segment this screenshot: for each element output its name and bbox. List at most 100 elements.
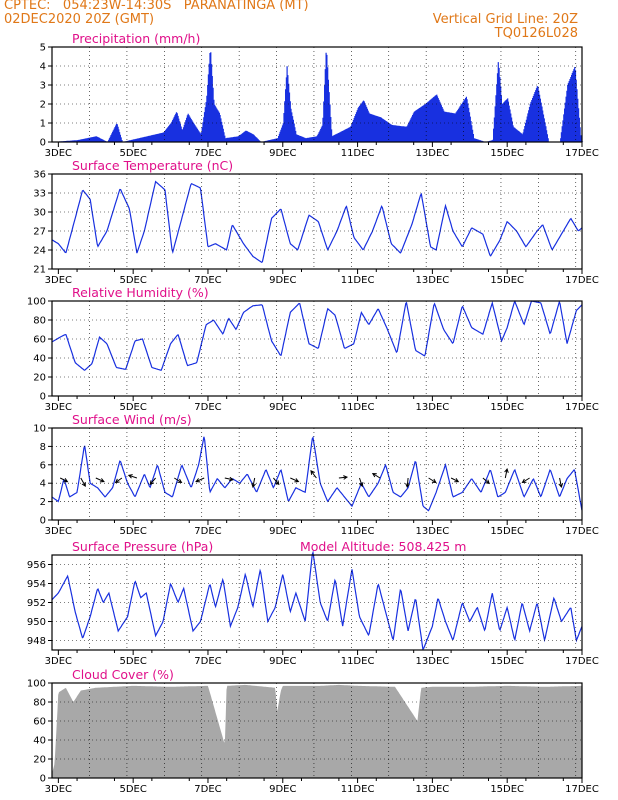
y-tick-label: 40	[33, 354, 46, 365]
y-tick-label: 27	[33, 227, 46, 238]
wind-vector	[290, 477, 300, 483]
panel-title: Precipitation (mm/h)	[72, 31, 200, 46]
y-tick-label: 950	[27, 617, 46, 628]
wind-line	[51, 435, 583, 512]
y-tick-label: 0	[40, 516, 46, 527]
y-tick-label: 36	[33, 170, 46, 181]
wind-vector	[59, 477, 69, 483]
wind-vector	[224, 476, 234, 482]
header-line2: 02DEC2020 20Z (GMT)	[4, 12, 155, 27]
x-tick-label: 9DEC	[269, 402, 296, 413]
y-tick-label: 20	[33, 373, 46, 384]
y-tick-label: 6	[40, 460, 46, 471]
x-tick-label: 9DEC	[269, 148, 296, 159]
x-tick-label: 11DEC	[341, 656, 375, 667]
x-tick-label: 15DEC	[490, 275, 524, 286]
panel-rh: Relative Humidity (%) 0 20 40 60 80 100 3DEC 5DE…	[27, 285, 599, 413]
y-tick-label: 40	[33, 736, 46, 747]
x-tick-label: 11DEC	[341, 526, 375, 537]
panel-title: Cloud Cover (%)	[72, 667, 174, 682]
y-tick-label: 60	[33, 335, 46, 346]
x-tick-label: 5DEC	[119, 526, 146, 537]
x-tick-label: 7DEC	[194, 526, 221, 537]
y-tick-label: 952	[27, 598, 46, 609]
x-tick-label: 13DEC	[416, 526, 450, 537]
x-tick-label: 13DEC	[416, 784, 450, 795]
wind-vector	[251, 477, 256, 489]
model-code: TQ0126L028	[494, 26, 578, 41]
y-tick-label: 0	[40, 774, 46, 785]
x-tick-label: 9DEC	[269, 275, 296, 286]
x-tick-label: 5DEC	[119, 148, 146, 159]
x-tick-label: 9DEC	[269, 526, 296, 537]
y-tick-label: 2	[40, 497, 46, 508]
x-tick-label: 7DEC	[194, 148, 221, 159]
y-tick-label: 100	[27, 679, 46, 690]
x-tick-label: 17DEC	[565, 275, 599, 286]
y-tick-label: 80	[33, 698, 46, 709]
wind-vector	[482, 477, 490, 485]
temp-line	[51, 180, 583, 264]
x-tick-label: 17DEC	[565, 402, 599, 413]
panel-frame	[51, 682, 583, 779]
y-tick-label: 0	[40, 138, 46, 149]
panel-title: Relative Humidity (%)	[72, 285, 209, 300]
x-tick-label: 3DEC	[45, 784, 72, 795]
x-tick-label: 17DEC	[565, 148, 599, 159]
y-tick-label: 1	[40, 119, 46, 130]
y-tick-label: 60	[33, 717, 46, 728]
y-tick-label: 33	[33, 189, 46, 200]
panel-cloud: Cloud Cover (%) 0 20 40 60 80 100 3DEC 5DEC 7DEC 9…	[27, 667, 599, 795]
x-tick-label: 15DEC	[490, 656, 524, 667]
x-tick-label: 9DEC	[269, 656, 296, 667]
panel-pres: Surface Pressure (hPa) Model Altitude: 50…	[27, 539, 599, 667]
x-tick-label: 7DEC	[194, 784, 221, 795]
panel-frame	[51, 46, 583, 143]
y-tick-label: 24	[33, 246, 46, 257]
y-tick-label: 954	[27, 579, 46, 590]
wind-vector	[521, 477, 530, 484]
x-tick-label: 13DEC	[416, 148, 450, 159]
x-tick-label: 11DEC	[341, 275, 375, 286]
wind-vector	[114, 477, 123, 484]
panel-precip: Precipitation (mm/h) 0 1 2 3 4 5 3DEC 5DEC 7DEC 9D…	[40, 31, 599, 159]
x-tick-label: 3DEC	[45, 656, 72, 667]
wind-vector	[174, 477, 183, 484]
y-tick-label: 21	[33, 265, 46, 276]
x-tick-label: 7DEC	[194, 402, 221, 413]
x-tick-label: 11DEC	[341, 784, 375, 795]
x-tick-label: 17DEC	[565, 526, 599, 537]
x-tick-label: 3DEC	[45, 275, 72, 286]
wind-vector	[405, 477, 410, 489]
wind-vector	[95, 477, 105, 483]
y-tick-label: 4	[40, 479, 46, 490]
x-tick-label: 5DEC	[119, 656, 146, 667]
cloud-area	[52, 684, 582, 778]
y-tick-label: 10	[33, 424, 46, 435]
x-tick-label: 3DEC	[45, 526, 72, 537]
y-tick-label: 948	[27, 636, 46, 647]
page-header: CPTEC: 054:23W-14:30S PARANATINGA (MT) 0…	[0, 0, 618, 46]
x-tick-label: 15DEC	[490, 402, 524, 413]
x-tick-label: 17DEC	[565, 656, 599, 667]
pres-line	[51, 550, 583, 651]
wind-vector	[338, 475, 349, 480]
x-tick-label: 13DEC	[416, 656, 450, 667]
x-tick-label: 5DEC	[119, 784, 146, 795]
x-tick-label: 15DEC	[490, 526, 524, 537]
y-tick-label: 20	[33, 755, 46, 766]
wind-vector	[80, 477, 86, 487]
panel-temp: Surface Temperature (nC) 21 24 27 30 33 36 3DEC…	[33, 158, 599, 286]
panel-title: Surface Wind (m/s)	[72, 412, 192, 427]
panel-wind: Surface Wind (m/s) 0 2 4 6 8 10 3DEC 5DEC 7DEC 9DE…	[33, 412, 599, 537]
panel-frame	[51, 427, 583, 521]
wind-vector	[371, 472, 381, 479]
x-tick-label: 13DEC	[416, 275, 450, 286]
y-tick-label: 4	[40, 62, 46, 73]
y-tick-label: 100	[27, 297, 46, 308]
panel-subtitle: Model Altitude: 508.425 m	[300, 539, 466, 554]
wind-vector	[127, 474, 138, 479]
x-tick-label: 7DEC	[194, 275, 221, 286]
panel-title: Surface Temperature (nC)	[72, 158, 233, 173]
